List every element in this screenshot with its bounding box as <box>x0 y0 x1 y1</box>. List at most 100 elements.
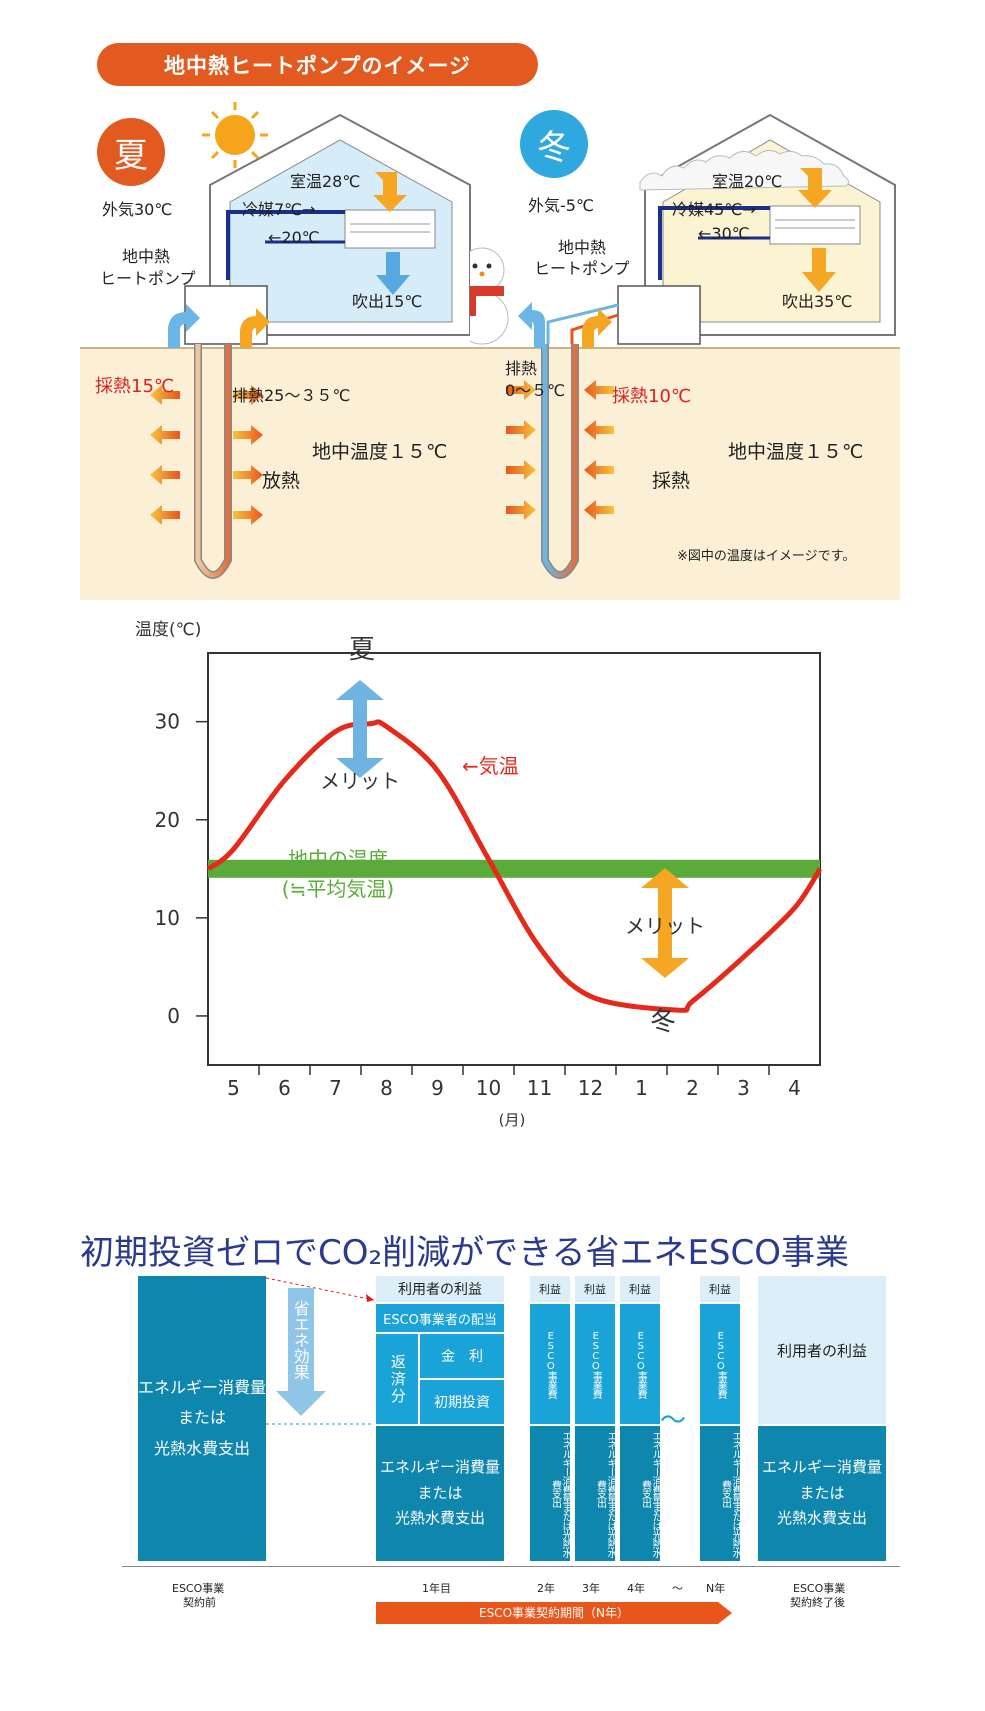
winter-badge: 冬 <box>520 110 588 178</box>
summer-return-temp: ←20℃ <box>268 228 320 247</box>
before-line-3: 光熱水費支出 <box>153 1438 250 1458</box>
label-y1: 1年目 <box>422 1582 451 1595</box>
small-energy-cost: エネルギー消費量または光熱水費支出 <box>620 1426 661 1561</box>
y1-user-profit: 利用者の利益 <box>376 1276 504 1302</box>
winter-exhaust-label: 排熱 <box>505 359 538 378</box>
winter-outside-temp: 外気-5℃ <box>528 196 594 215</box>
summer-exhaust-temp: 排熱25～３５℃ <box>232 386 351 405</box>
summer-unit-label-1: 地中熱 <box>122 247 171 266</box>
y-tick-label: 30 <box>155 710 180 734</box>
x-axis-label: (月) <box>499 1111 526 1129</box>
label-y3: 3年 <box>582 1582 600 1595</box>
x-tick-label: 11 <box>527 1076 552 1100</box>
image-note: ※図中の温度はイメージです。 <box>677 549 856 564</box>
temperature-chart: 0 10 20 30 5 6 7 8 9 10 11 12 1 2 3 4 温度(℃) (月) ←気温 地中の温度 (≒… <box>0 610 985 1130</box>
summer-refrigerant: 冷媒7℃→ <box>242 200 316 219</box>
label-tilde: ～ <box>672 1582 683 1595</box>
label-after-1: ESCO事業 <box>793 1582 846 1595</box>
winter-unit-label-1: 地中熱 <box>558 238 607 257</box>
y-tick-label: 20 <box>155 808 180 832</box>
small-esco-cost: ESCO事業費 <box>575 1304 615 1424</box>
winter-ground-temp: 地中温度１５℃ <box>728 441 864 463</box>
summer-badge: 夏 <box>97 118 165 186</box>
after-energy-line-1: エネルギー消費量 <box>761 1458 882 1477</box>
small-energy-cost: エネルギー消費量または光熱水費支出 <box>700 1426 741 1561</box>
before-line-1: エネルギー消費量 <box>138 1377 267 1397</box>
winter-merit-arrow <box>641 868 689 978</box>
small-profit: 利益 <box>620 1276 660 1302</box>
label-yn: N年 <box>706 1582 726 1595</box>
x-tick-label: 9 <box>431 1076 444 1100</box>
summer-outside-temp: 外気30℃ <box>102 200 173 219</box>
y1-energy-box: エネルギー消費量 または 光熱水費支出 <box>376 1426 504 1561</box>
winter-unit-label-2: ヒートポンプ <box>534 259 630 278</box>
winter-collect-temp: 採熱10℃ <box>612 386 692 407</box>
after-energy-line-2: または <box>799 1483 845 1502</box>
effect-label: 省エネ効果 <box>290 1300 310 1380</box>
label-after-2: 契約終了後 <box>790 1596 845 1609</box>
ground-series-label: 地中の温度 <box>288 847 388 871</box>
y1-repay: 返済分 <box>376 1334 418 1424</box>
x-tick-label: 10 <box>476 1076 501 1100</box>
y-tick-label: 0 <box>167 1004 180 1028</box>
summer-collect-temp: 採熱15℃ <box>95 376 175 397</box>
summer-illustration <box>80 102 471 600</box>
small-esco-cost: ESCO事業費 <box>530 1304 570 1424</box>
small-esco-cost: ESCO事業費 <box>620 1304 660 1424</box>
after-energy-box: エネルギー消費量 または 光熱水費支出 <box>758 1426 886 1561</box>
label-y4: 4年 <box>627 1582 645 1595</box>
summer-unit-label-2: ヒートポンプ <box>100 269 196 288</box>
tilde-separator: ～ <box>660 1406 687 1436</box>
small-profit: 利益 <box>530 1276 570 1302</box>
small-energy-cost: エネルギー消費量または光熱水費支出 <box>530 1426 571 1561</box>
x-tick-label: 12 <box>578 1076 603 1100</box>
summer-blow-temp: 吹出15℃ <box>352 292 423 311</box>
esco-guides <box>266 1277 375 1425</box>
summer-action: 放熱 <box>262 470 301 492</box>
winter-illustration <box>470 113 900 600</box>
small-profit: 利益 <box>575 1276 615 1302</box>
esco-baseline <box>122 1566 900 1567</box>
before-energy-box: エネルギー消費量 または 光熱水費支出 <box>138 1276 266 1561</box>
winter-action: 採熱 <box>652 470 691 492</box>
x-tick-label: 8 <box>380 1076 393 1100</box>
x-tick-label: 7 <box>329 1076 342 1100</box>
x-tick-label: 3 <box>737 1076 750 1100</box>
y1-energy-line-3: 光熱水費支出 <box>394 1509 485 1528</box>
x-tick-label: 2 <box>686 1076 699 1100</box>
esco-title: 初期投資ゼロでCO₂削減ができる省エネESCO事業 <box>80 1233 850 1273</box>
summer-merit-arrow <box>336 680 384 778</box>
summer-merit-label: メリット <box>320 769 400 793</box>
air-temp-line <box>206 719 823 1013</box>
y1-energy-line-1: エネルギー消費量 <box>379 1458 500 1477</box>
y1-esco-share: ESCO事業者の配当 <box>376 1304 504 1332</box>
summer-room-temp: 室温28℃ <box>290 172 361 191</box>
label-before-1: ESCO事業 <box>172 1582 225 1595</box>
y-tick-label: 10 <box>155 906 180 930</box>
y1-interest: 金 利 <box>420 1334 504 1378</box>
x-tick-label: 4 <box>788 1076 801 1100</box>
summer-ground-temp: 地中温度１５℃ <box>312 441 448 463</box>
period-arrow <box>376 1602 732 1624</box>
label-y2: 2年 <box>537 1582 555 1595</box>
x-tick-label: 5 <box>227 1076 240 1100</box>
air-temp-series-label: ←気温 <box>462 754 519 778</box>
x-tick-label: 1 <box>635 1076 648 1100</box>
summer-peak-label: 夏 <box>349 635 375 665</box>
winter-exhaust-temp: 0～５℃ <box>505 381 566 400</box>
winter-refrigerant: 冷媒45℃→ <box>672 200 756 219</box>
winter-room-temp: 室温20℃ <box>712 172 783 191</box>
winter-trough-label: 冬 <box>650 1007 676 1037</box>
ground-series-sublabel: (≒平均気温) <box>282 877 394 901</box>
y1-energy-line-2: または <box>417 1483 463 1502</box>
small-energy-cost: エネルギー消費量または光熱水費支出 <box>575 1426 616 1561</box>
small-esco-cost: ESCO事業費 <box>700 1304 740 1424</box>
after-energy-line-3: 光熱水費支出 <box>776 1509 867 1528</box>
winter-return-temp: ←30℃ <box>698 224 750 243</box>
small-profit: 利益 <box>700 1276 740 1302</box>
x-tick-label: 6 <box>278 1076 291 1100</box>
label-before-2: 契約前 <box>183 1596 216 1609</box>
y1-initial: 初期投資 <box>420 1380 504 1424</box>
winter-blow-temp: 吹出35℃ <box>782 292 853 311</box>
